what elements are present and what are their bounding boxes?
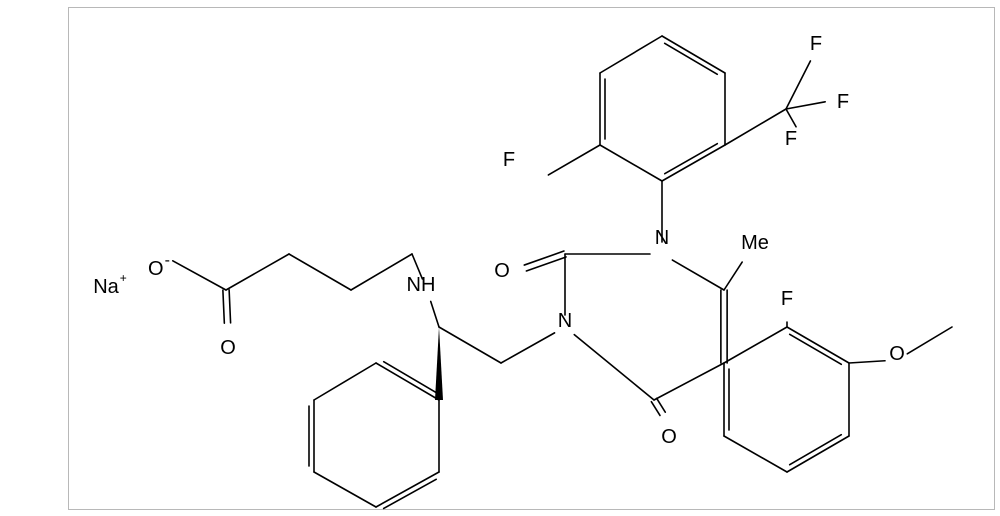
atom-label-Ou2: O bbox=[661, 426, 677, 448]
atom-label-N1: N bbox=[558, 310, 572, 332]
atom-label-FcA: F bbox=[810, 33, 822, 55]
atom-label-FcB: F bbox=[837, 91, 849, 113]
atom-label-Me: Me bbox=[741, 232, 769, 254]
atom-label-Ominus: O- bbox=[148, 252, 170, 280]
atom-label-Na: Na+ bbox=[93, 271, 127, 298]
molecule-diagram: Na+ O- O NH O O N N F F F F F O Me bbox=[0, 0, 1000, 516]
atom-label-Ou1: O bbox=[494, 260, 510, 282]
atom-label-Ocarb: O bbox=[220, 337, 236, 359]
atom-label-N2: N bbox=[655, 227, 669, 249]
atom-label-NH: NH bbox=[407, 274, 436, 296]
atom-label-F1: F bbox=[503, 149, 515, 171]
atom-label-Ome: O bbox=[889, 343, 905, 365]
atom-label-FcC: F bbox=[785, 128, 797, 150]
atom-label-F2: F bbox=[781, 288, 793, 310]
